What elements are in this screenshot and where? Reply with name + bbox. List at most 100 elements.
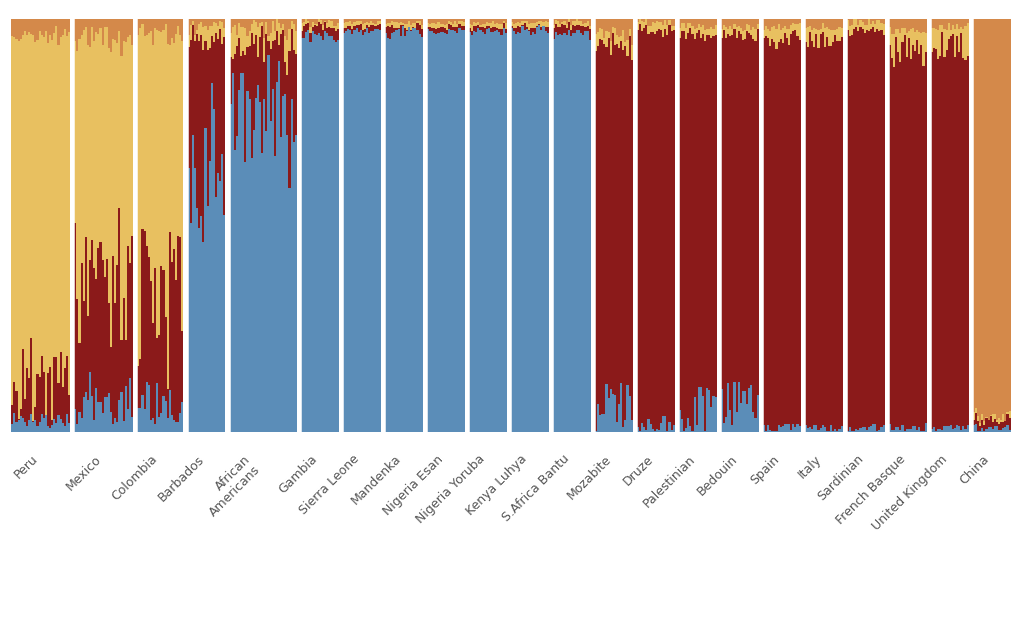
Bar xyxy=(357,31,359,432)
Bar xyxy=(285,19,287,36)
Bar xyxy=(819,35,821,428)
Bar xyxy=(131,416,133,432)
Bar xyxy=(353,25,355,30)
Bar xyxy=(117,265,119,422)
Bar xyxy=(989,19,991,415)
Bar xyxy=(731,19,733,28)
Bar xyxy=(215,19,217,23)
Bar xyxy=(605,31,607,47)
Bar xyxy=(923,65,925,431)
Bar xyxy=(945,50,947,426)
Bar xyxy=(683,19,685,23)
Bar xyxy=(364,33,367,432)
Bar xyxy=(255,22,257,35)
Bar xyxy=(649,31,651,424)
Bar xyxy=(211,19,213,26)
Bar xyxy=(280,28,283,34)
Bar xyxy=(735,38,737,412)
Bar xyxy=(117,19,119,43)
Bar xyxy=(26,368,28,426)
Bar xyxy=(181,331,183,402)
Bar xyxy=(495,19,497,24)
Bar xyxy=(41,414,43,432)
Bar xyxy=(649,424,651,432)
Bar xyxy=(775,30,777,49)
Bar xyxy=(870,19,872,24)
Bar xyxy=(903,28,905,35)
Bar xyxy=(443,28,445,33)
Bar xyxy=(131,236,133,416)
Bar xyxy=(655,19,657,21)
Bar xyxy=(419,35,421,432)
Bar xyxy=(377,19,379,21)
Bar xyxy=(273,156,275,432)
Bar xyxy=(198,228,201,432)
Bar xyxy=(603,38,605,44)
Bar xyxy=(725,417,727,432)
Bar xyxy=(357,19,359,21)
Bar xyxy=(501,35,503,432)
Bar xyxy=(249,19,251,31)
Bar xyxy=(830,425,833,432)
Bar xyxy=(561,35,563,432)
Bar xyxy=(207,50,209,206)
Bar xyxy=(417,19,419,21)
Bar xyxy=(19,19,22,39)
Bar xyxy=(477,22,479,25)
Bar xyxy=(247,91,249,432)
Bar xyxy=(868,427,870,432)
Bar xyxy=(393,19,395,22)
Bar xyxy=(741,40,744,391)
Bar xyxy=(493,31,495,432)
Bar xyxy=(119,208,121,400)
Bar xyxy=(139,19,141,28)
Bar xyxy=(409,20,411,27)
Bar xyxy=(897,19,899,29)
Bar xyxy=(607,399,609,432)
Text: Mandenka: Mandenka xyxy=(349,453,403,508)
Bar xyxy=(499,24,501,28)
Bar xyxy=(37,19,39,39)
Bar xyxy=(497,30,499,432)
Bar xyxy=(379,23,381,30)
Bar xyxy=(721,389,723,432)
Bar xyxy=(97,248,99,402)
Bar xyxy=(399,22,401,25)
Bar xyxy=(75,19,77,41)
Bar xyxy=(977,421,979,431)
Bar xyxy=(261,19,263,22)
Bar xyxy=(359,25,361,30)
Bar xyxy=(198,24,201,41)
Bar xyxy=(499,19,501,24)
Bar xyxy=(327,19,329,23)
Bar xyxy=(519,27,521,33)
Bar xyxy=(139,28,141,359)
Bar xyxy=(935,19,937,28)
Bar xyxy=(161,413,163,432)
Bar xyxy=(595,34,597,51)
Bar xyxy=(753,19,755,27)
Bar xyxy=(259,102,261,432)
Bar xyxy=(755,19,757,29)
Bar xyxy=(563,33,565,432)
Bar xyxy=(373,31,375,432)
Bar xyxy=(805,424,807,432)
Bar xyxy=(863,25,865,33)
Bar xyxy=(87,44,89,316)
Bar xyxy=(870,24,872,29)
Bar xyxy=(295,54,297,135)
Bar xyxy=(337,29,339,39)
Bar xyxy=(841,36,843,426)
Bar xyxy=(553,39,555,432)
Bar xyxy=(573,19,577,21)
Bar xyxy=(289,29,291,51)
Bar xyxy=(30,338,33,414)
Bar xyxy=(799,23,801,40)
Bar xyxy=(895,19,897,28)
Bar xyxy=(547,33,549,432)
Bar xyxy=(391,20,393,25)
Bar xyxy=(59,38,61,352)
Bar xyxy=(19,39,22,408)
Bar xyxy=(59,19,61,38)
Bar xyxy=(163,30,165,270)
